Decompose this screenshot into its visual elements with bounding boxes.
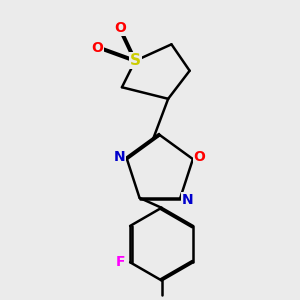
Text: N: N xyxy=(114,150,125,164)
Text: O: O xyxy=(114,21,126,35)
Text: S: S xyxy=(130,53,141,68)
Text: N: N xyxy=(182,193,194,206)
Text: O: O xyxy=(91,40,103,55)
Text: O: O xyxy=(194,150,206,164)
Text: F: F xyxy=(116,255,126,269)
